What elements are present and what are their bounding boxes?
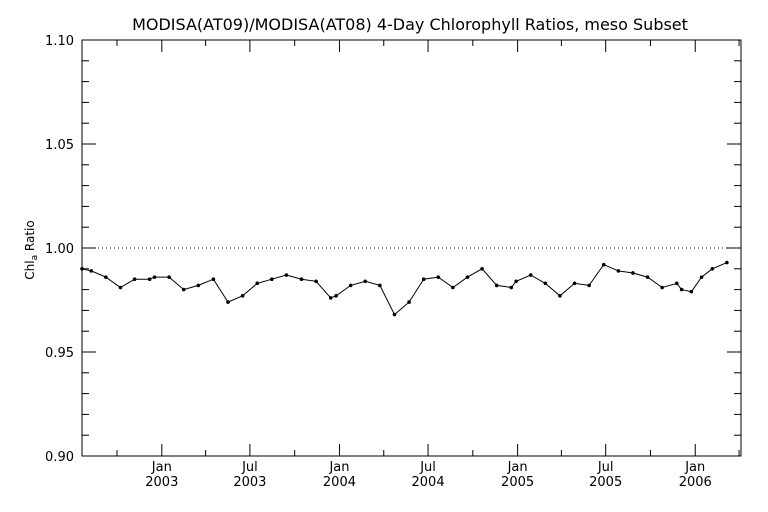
x-tick-year-label: 2003 bbox=[233, 475, 266, 490]
data-points bbox=[80, 260, 729, 317]
data-point bbox=[240, 294, 245, 298]
y-tick-label: 1.00 bbox=[45, 242, 74, 257]
data-point bbox=[132, 277, 137, 282]
data-point bbox=[480, 267, 484, 271]
x-tick-year-label: 2006 bbox=[679, 475, 712, 490]
data-point bbox=[104, 275, 108, 279]
data-point bbox=[226, 300, 230, 304]
data-point bbox=[167, 275, 171, 279]
data-point bbox=[674, 281, 679, 286]
data-point bbox=[699, 275, 704, 279]
x-tick-year-label: 2003 bbox=[145, 475, 178, 490]
data-point bbox=[679, 287, 684, 292]
data-point bbox=[543, 281, 548, 286]
x-tick-month-label: Jan bbox=[684, 460, 705, 475]
x-axis: Jan2003Jul2003Jan2004Jul2004Jan2005Jul20… bbox=[116, 40, 740, 490]
x-tick-month-label: Jul bbox=[597, 460, 614, 475]
data-point bbox=[587, 283, 591, 288]
y-axis-label: Chla Ratio bbox=[23, 220, 40, 279]
y-axis-label-subscript: a bbox=[30, 255, 40, 261]
series-line bbox=[81, 262, 728, 316]
data-point bbox=[660, 285, 664, 290]
data-point bbox=[284, 273, 289, 277]
data-point bbox=[558, 294, 562, 298]
data-point bbox=[348, 283, 353, 288]
y-tick-label: 1.10 bbox=[45, 34, 74, 49]
data-point bbox=[147, 277, 152, 282]
data-point bbox=[528, 273, 533, 277]
x-tick-month-label: Jul bbox=[241, 460, 258, 475]
data-point bbox=[572, 281, 577, 286]
data-point bbox=[451, 285, 455, 290]
x-tick-year-label: 2004 bbox=[323, 475, 356, 490]
data-point bbox=[725, 260, 729, 265]
x-tick-year-label: 2004 bbox=[412, 475, 445, 490]
chart-title: MODISA(AT09)/MODISA(AT08) 4-Day Chloroph… bbox=[132, 15, 688, 34]
data-point bbox=[328, 296, 333, 300]
data-point bbox=[494, 283, 499, 288]
x-tick-month-label: Jan bbox=[507, 460, 528, 475]
x-tick-month-label: Jul bbox=[419, 460, 436, 475]
data-point bbox=[465, 275, 470, 279]
data-point bbox=[255, 281, 260, 286]
data-point bbox=[392, 312, 397, 317]
data-point bbox=[601, 262, 606, 267]
y-tick-label: 0.90 bbox=[45, 450, 74, 465]
data-point bbox=[436, 275, 441, 279]
data-point bbox=[314, 279, 318, 284]
data-point bbox=[211, 277, 216, 282]
data-point bbox=[270, 277, 274, 282]
x-tick-year-label: 2005 bbox=[501, 475, 534, 490]
data-point bbox=[299, 277, 304, 282]
y-tick-label: 0.95 bbox=[45, 346, 74, 361]
data-point bbox=[334, 294, 338, 298]
data-point bbox=[645, 275, 650, 279]
data-point bbox=[514, 279, 518, 284]
data-point bbox=[181, 287, 186, 292]
data-point bbox=[152, 275, 157, 279]
data-point bbox=[616, 269, 621, 273]
data-point bbox=[421, 277, 426, 282]
data-point bbox=[363, 279, 368, 284]
data-point bbox=[196, 283, 201, 288]
y-tick-label: 1.05 bbox=[45, 138, 74, 153]
data-point bbox=[89, 269, 94, 273]
data-point bbox=[80, 267, 84, 271]
data-point bbox=[407, 300, 411, 304]
x-tick-month-label: Jan bbox=[151, 460, 172, 475]
x-tick-year-label: 2005 bbox=[589, 475, 622, 490]
data-point bbox=[118, 285, 123, 290]
data-point bbox=[509, 285, 514, 290]
y-axis: 0.90 0.95 1.00 1.05 1.10 bbox=[45, 34, 741, 465]
data-point bbox=[378, 283, 382, 288]
x-tick-month-label: Jan bbox=[328, 460, 349, 475]
data-point bbox=[710, 267, 715, 271]
data-point bbox=[631, 271, 635, 275]
data-point bbox=[689, 289, 694, 294]
